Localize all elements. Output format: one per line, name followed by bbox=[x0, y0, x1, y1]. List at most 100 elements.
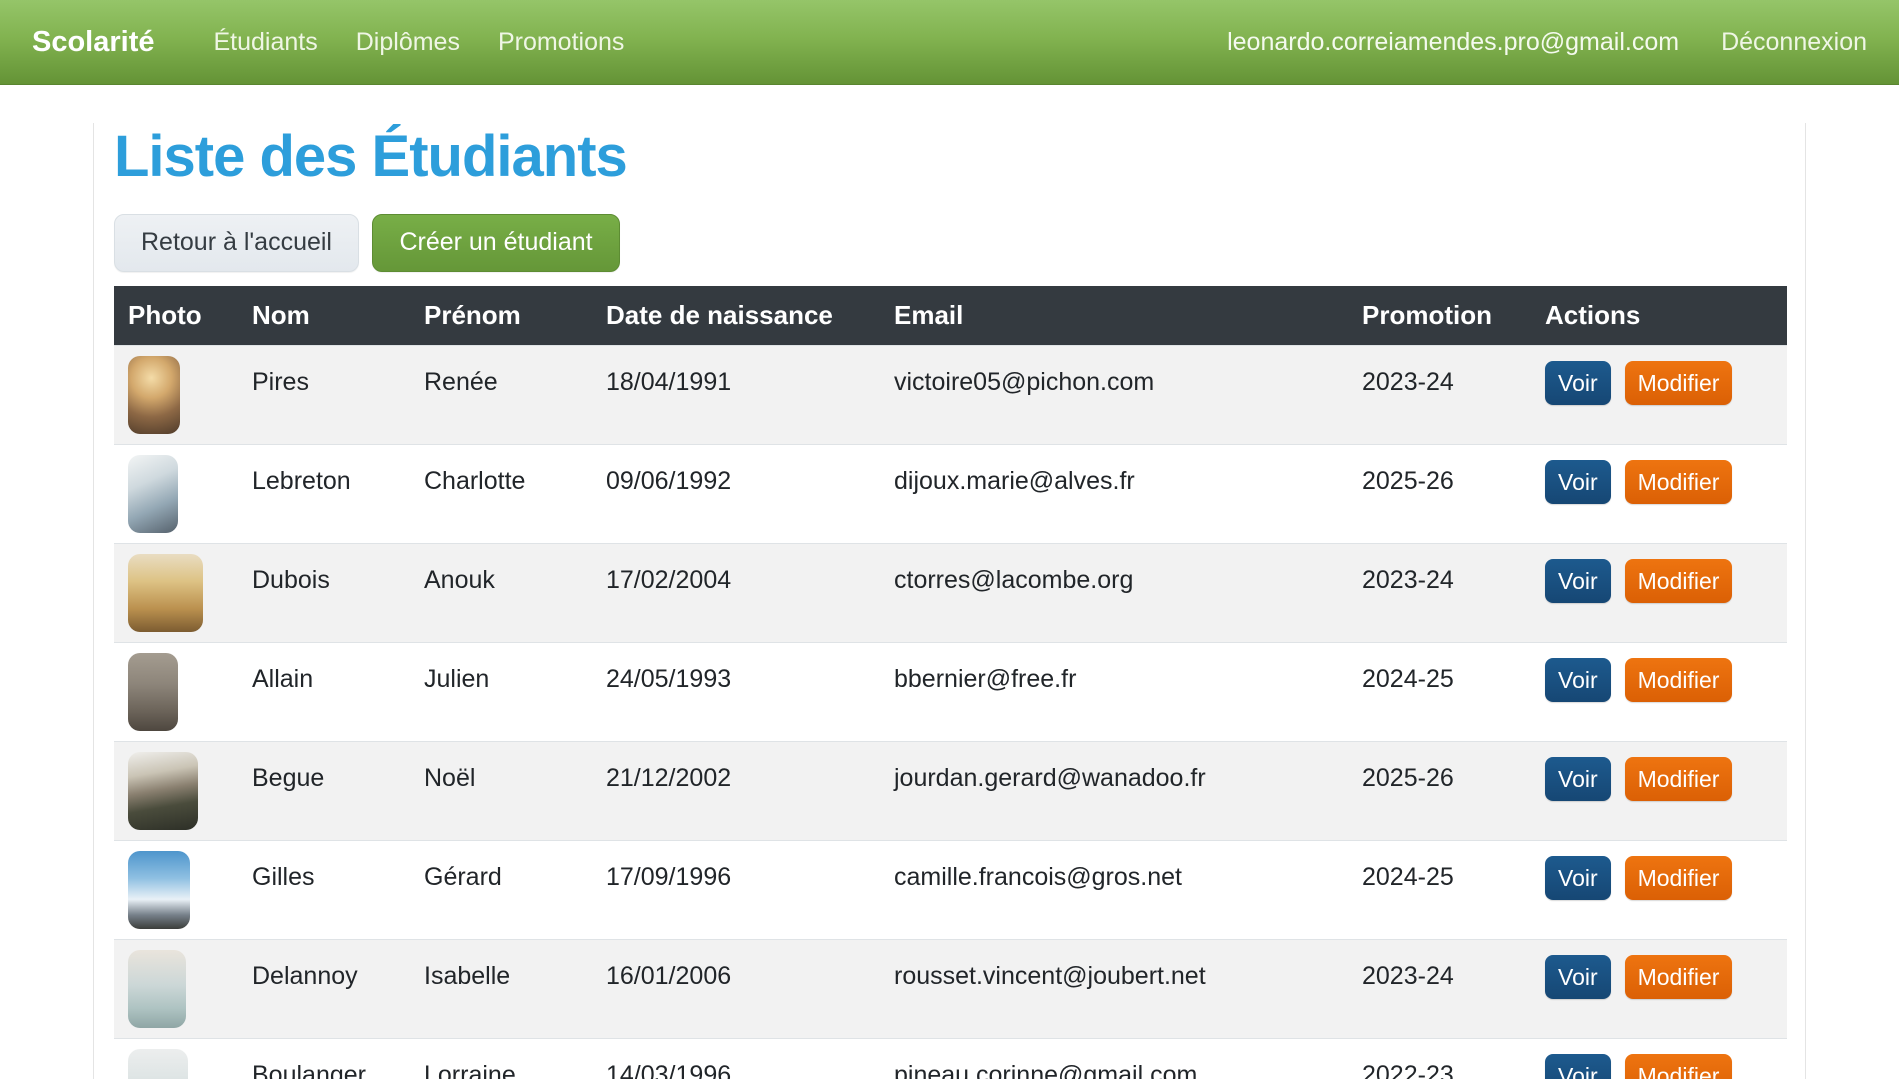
logout-link[interactable]: Déconnexion bbox=[1721, 27, 1867, 56]
cell-promotion: 2024-25 bbox=[1348, 839, 1531, 939]
voir-button[interactable]: Voir bbox=[1545, 954, 1611, 999]
cell-prenom: Charlotte bbox=[410, 443, 592, 543]
nav-links: Étudiants Diplômes Promotions bbox=[195, 28, 644, 57]
photo-cell bbox=[114, 1037, 238, 1079]
cell-prenom: Noël bbox=[410, 740, 592, 840]
cell-nom: Gilles bbox=[238, 839, 410, 939]
cell-prenom: Renée bbox=[410, 344, 592, 444]
table-body: Pires Renée 18/04/1991 victoire05@pichon… bbox=[114, 344, 1787, 1079]
table-row: Dubois Anouk 17/02/2004 ctorres@lacombe.… bbox=[114, 542, 1787, 642]
voir-button[interactable]: Voir bbox=[1545, 855, 1611, 900]
navbar: Scolarité Étudiants Diplômes Promotions … bbox=[0, 0, 1899, 85]
nav-item-diplomes[interactable]: Diplômes bbox=[355, 27, 460, 56]
header-date-naissance: Date de naissance bbox=[592, 285, 880, 345]
modifier-button[interactable]: Modifier bbox=[1624, 954, 1733, 999]
voir-button[interactable]: Voir bbox=[1545, 360, 1611, 405]
modifier-button[interactable]: Modifier bbox=[1624, 558, 1733, 603]
modifier-button[interactable]: Modifier bbox=[1624, 855, 1733, 900]
modifier-button[interactable]: Modifier bbox=[1624, 360, 1733, 405]
brand-scolarite[interactable]: Scolarité bbox=[32, 25, 155, 58]
nav-item-etudiants[interactable]: Étudiants bbox=[213, 27, 318, 56]
cell-actions: Voir Modifier bbox=[1531, 443, 1787, 543]
cell-actions: Voir Modifier bbox=[1531, 839, 1787, 939]
cell-promotion: 2025-26 bbox=[1348, 740, 1531, 840]
students-table: Photo Nom Prénom Date de naissance Email… bbox=[114, 285, 1787, 1079]
photo-cell bbox=[114, 740, 238, 840]
table-row: Delannoy Isabelle 16/01/2006 rousset.vin… bbox=[114, 938, 1787, 1038]
cell-date-naissance: 24/05/1993 bbox=[592, 641, 880, 741]
nav-item-promotions[interactable]: Promotions bbox=[497, 27, 625, 56]
table-row: Begue Noël 21/12/2002 jourdan.gerard@wan… bbox=[114, 740, 1787, 840]
user-email: leonardo.correiamendes.pro@gmail.com bbox=[1227, 27, 1680, 56]
cell-email: camille.francois@gros.net bbox=[880, 839, 1348, 939]
toolbar: Retour à l'accueil Créer un étudiant bbox=[114, 214, 1785, 272]
modifier-button[interactable]: Modifier bbox=[1624, 756, 1733, 801]
modifier-button[interactable]: Modifier bbox=[1624, 459, 1733, 504]
cell-date-naissance: 14/03/1996 bbox=[592, 1037, 880, 1079]
cell-promotion: 2024-25 bbox=[1348, 641, 1531, 741]
cell-prenom: Gérard bbox=[410, 839, 592, 939]
cell-email: pineau.corinne@gmail.com bbox=[880, 1037, 1348, 1079]
voir-button[interactable]: Voir bbox=[1545, 756, 1611, 801]
header-email: Email bbox=[880, 285, 1348, 345]
cell-nom: Dubois bbox=[238, 542, 410, 642]
modifier-button[interactable]: Modifier bbox=[1624, 1053, 1733, 1079]
table-row: Allain Julien 24/05/1993 bbernier@free.f… bbox=[114, 641, 1787, 741]
cell-prenom: Isabelle bbox=[410, 938, 592, 1038]
back-home-button[interactable]: Retour à l'accueil bbox=[114, 214, 359, 272]
cell-promotion: 2023-24 bbox=[1348, 344, 1531, 444]
cell-email: victoire05@pichon.com bbox=[880, 344, 1348, 444]
student-photo bbox=[128, 454, 178, 533]
cell-nom: Begue bbox=[238, 740, 410, 840]
voir-button[interactable]: Voir bbox=[1545, 657, 1611, 702]
photo-cell bbox=[114, 938, 238, 1038]
cell-date-naissance: 17/02/2004 bbox=[592, 542, 880, 642]
cell-nom: Allain bbox=[238, 641, 410, 741]
cell-date-naissance: 18/04/1991 bbox=[592, 344, 880, 444]
voir-button[interactable]: Voir bbox=[1545, 1053, 1611, 1079]
cell-email: ctorres@lacombe.org bbox=[880, 542, 1348, 642]
cell-promotion: 2023-24 bbox=[1348, 542, 1531, 642]
table-row: Gilles Gérard 17/09/1996 camille.francoi… bbox=[114, 839, 1787, 939]
cell-actions: Voir Modifier bbox=[1531, 1037, 1787, 1079]
cell-email: rousset.vincent@joubert.net bbox=[880, 938, 1348, 1038]
main-container: Liste des Étudiants Retour à l'accueil C… bbox=[93, 123, 1806, 1079]
cell-prenom: Julien bbox=[410, 641, 592, 741]
photo-cell bbox=[114, 839, 238, 939]
cell-email: bbernier@free.fr bbox=[880, 641, 1348, 741]
cell-prenom: Anouk bbox=[410, 542, 592, 642]
cell-actions: Voir Modifier bbox=[1531, 542, 1787, 642]
photo-cell bbox=[114, 443, 238, 543]
header-actions: Actions bbox=[1531, 285, 1787, 345]
cell-email: jourdan.gerard@wanadoo.fr bbox=[880, 740, 1348, 840]
table-header: Photo Nom Prénom Date de naissance Email… bbox=[114, 285, 1787, 345]
student-photo bbox=[128, 355, 180, 434]
cell-nom: Lebreton bbox=[238, 443, 410, 543]
photo-cell bbox=[114, 542, 238, 642]
modifier-button[interactable]: Modifier bbox=[1624, 657, 1733, 702]
photo-cell bbox=[114, 344, 238, 444]
cell-actions: Voir Modifier bbox=[1531, 740, 1787, 840]
cell-nom: Pires bbox=[238, 344, 410, 444]
cell-actions: Voir Modifier bbox=[1531, 641, 1787, 741]
cell-date-naissance: 17/09/1996 bbox=[592, 839, 880, 939]
student-photo bbox=[128, 1048, 188, 1079]
cell-date-naissance: 21/12/2002 bbox=[592, 740, 880, 840]
cell-prenom: Lorraine bbox=[410, 1037, 592, 1079]
cell-email: dijoux.marie@alves.fr bbox=[880, 443, 1348, 543]
cell-actions: Voir Modifier bbox=[1531, 938, 1787, 1038]
student-photo bbox=[128, 949, 186, 1028]
create-student-button[interactable]: Créer un étudiant bbox=[372, 214, 620, 272]
header-photo: Photo bbox=[114, 285, 238, 345]
cell-nom: Delannoy bbox=[238, 938, 410, 1038]
header-prenom: Prénom bbox=[410, 285, 592, 345]
cell-date-naissance: 09/06/1992 bbox=[592, 443, 880, 543]
cell-actions: Voir Modifier bbox=[1531, 344, 1787, 444]
voir-button[interactable]: Voir bbox=[1545, 558, 1611, 603]
header-nom: Nom bbox=[238, 285, 410, 345]
cell-date-naissance: 16/01/2006 bbox=[592, 938, 880, 1038]
cell-nom: Boulanger bbox=[238, 1037, 410, 1079]
voir-button[interactable]: Voir bbox=[1545, 459, 1611, 504]
cell-promotion: 2023-24 bbox=[1348, 938, 1531, 1038]
table-row: Lebreton Charlotte 09/06/1992 dijoux.mar… bbox=[114, 443, 1787, 543]
